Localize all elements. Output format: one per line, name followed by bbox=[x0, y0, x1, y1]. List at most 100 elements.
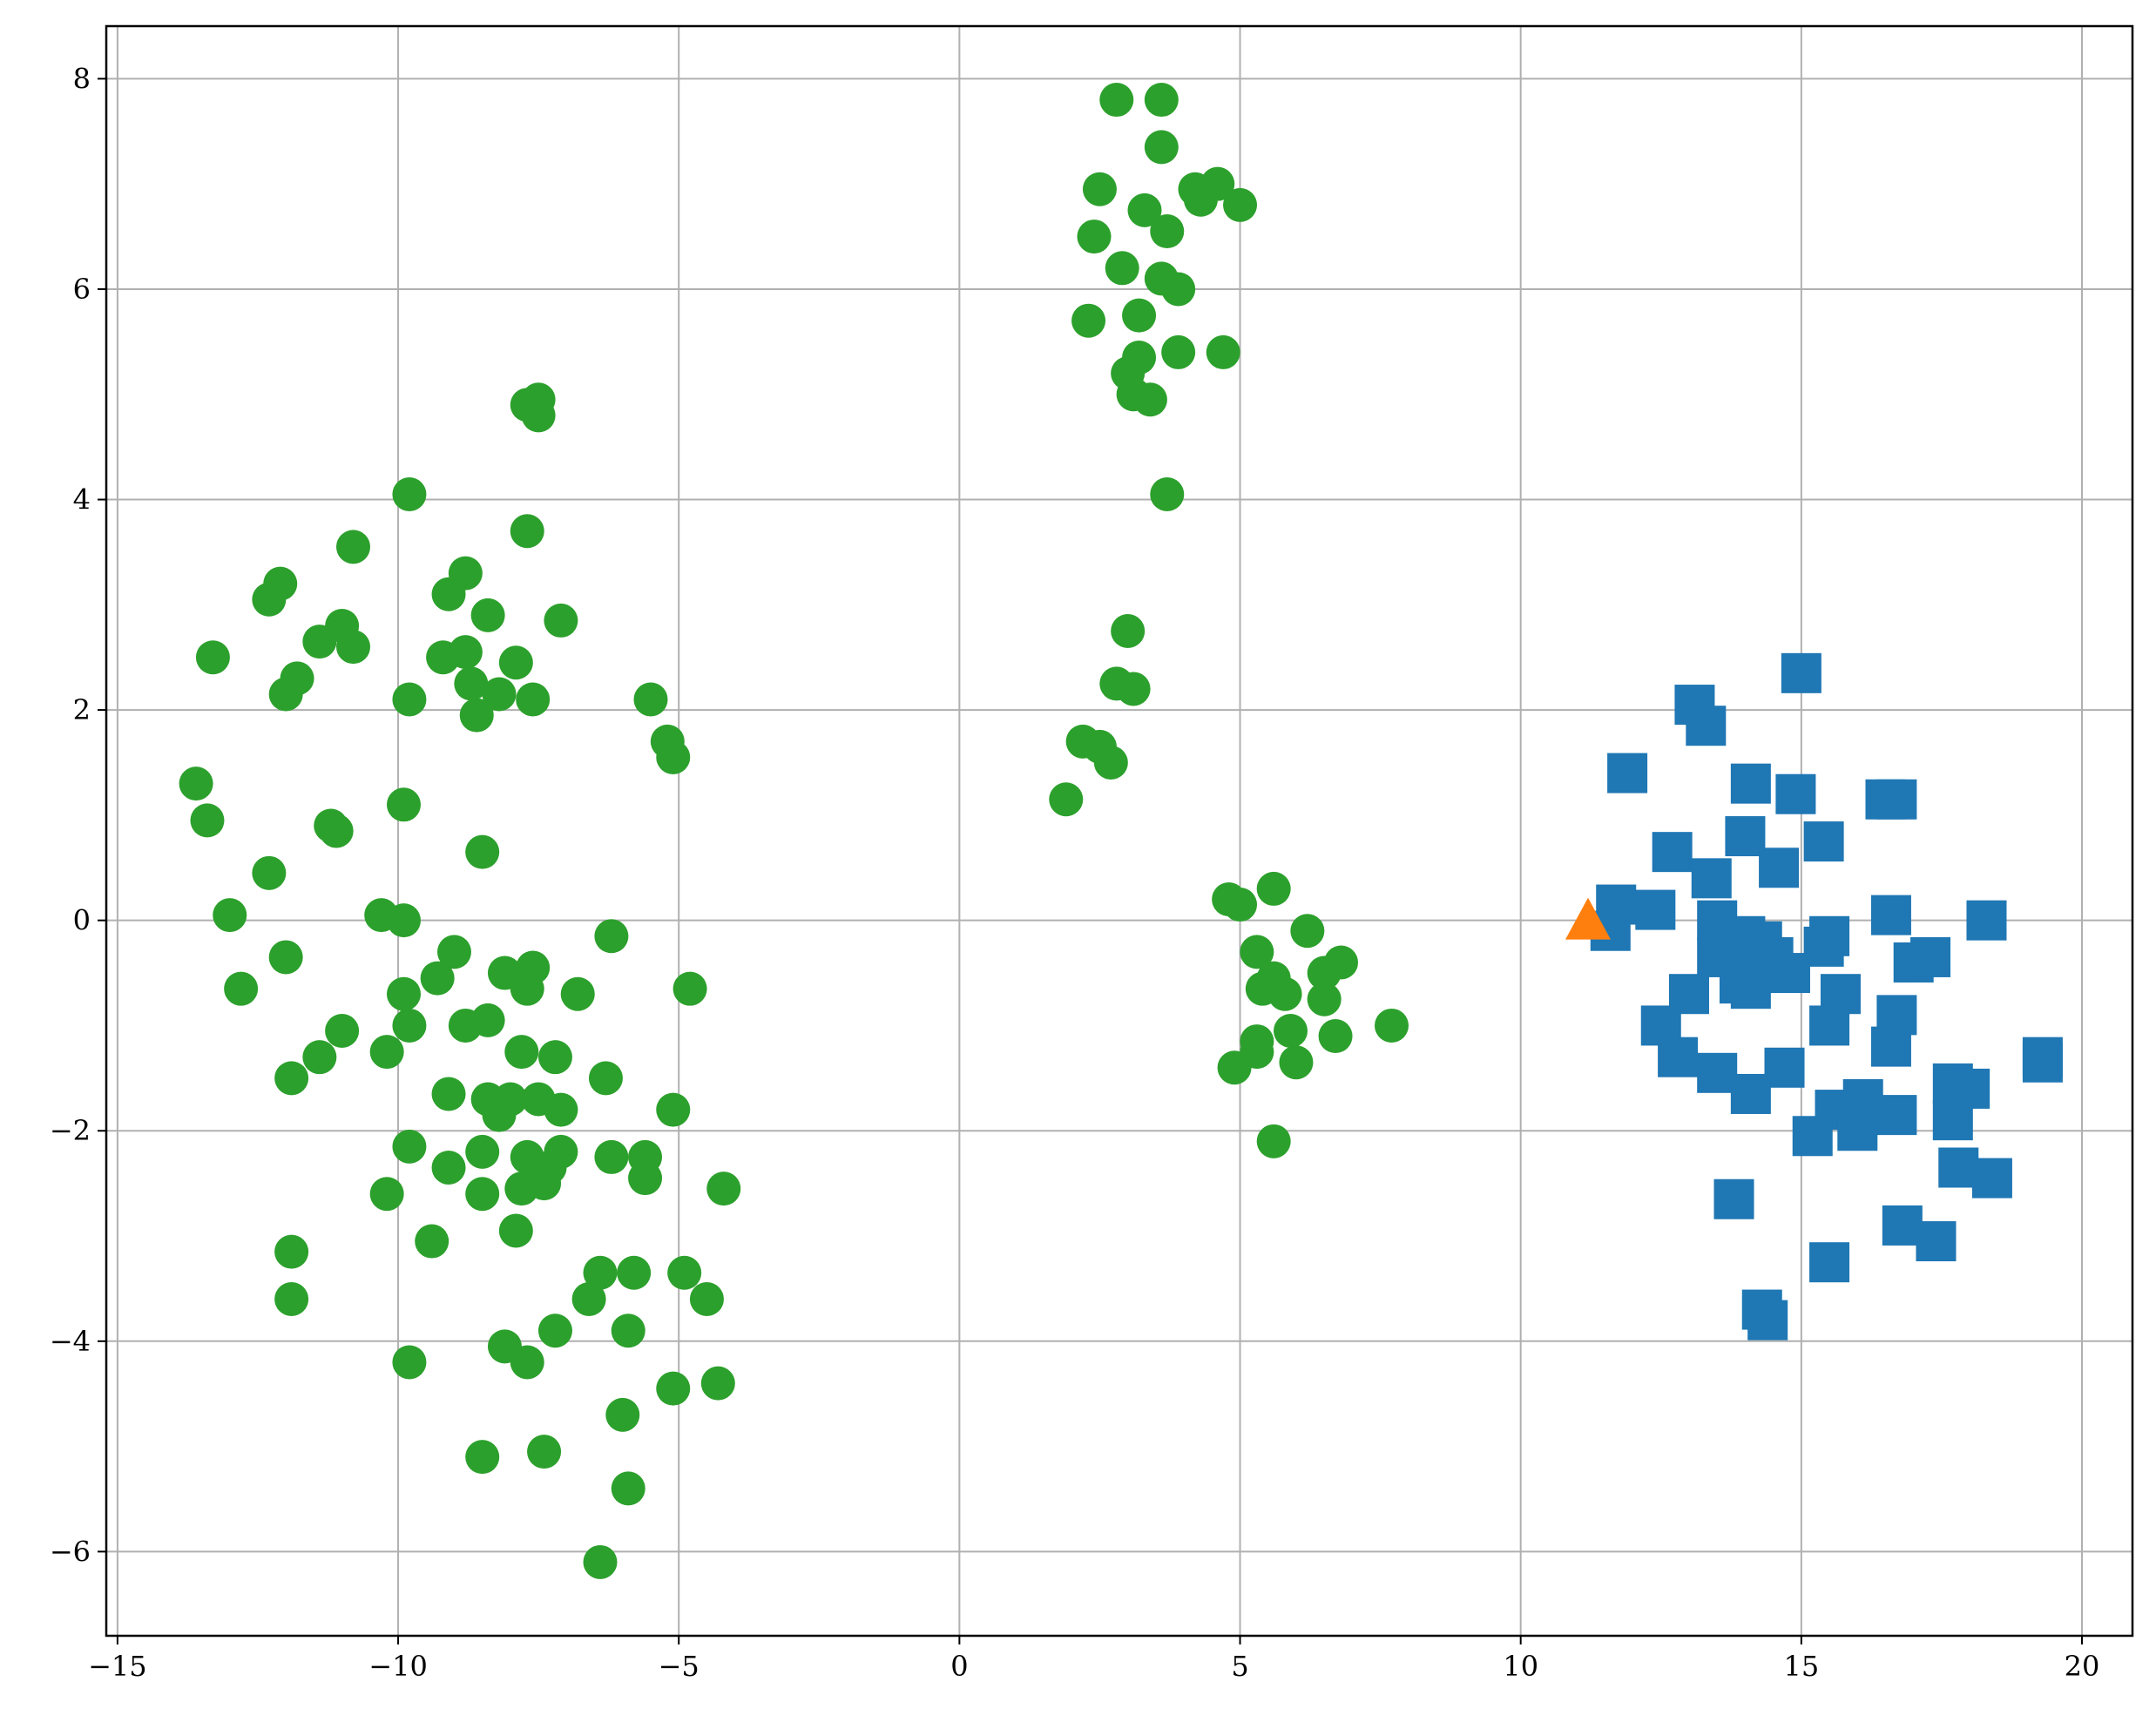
data-point-circle bbox=[1105, 251, 1139, 286]
data-point-circle bbox=[617, 1255, 652, 1290]
data-point-circle bbox=[369, 1035, 404, 1070]
data-point-triangle bbox=[1565, 897, 1612, 940]
data-point-circle bbox=[268, 677, 303, 712]
data-point-circle bbox=[195, 640, 230, 675]
data-point-circle bbox=[1240, 935, 1274, 969]
data-point-square bbox=[1809, 1242, 1850, 1283]
data-point-circle bbox=[1307, 982, 1342, 1016]
data-point-circle bbox=[706, 1172, 741, 1206]
y-tick-label: 4 bbox=[73, 483, 91, 517]
data-point-circle bbox=[392, 476, 427, 511]
data-point-circle bbox=[465, 1440, 500, 1475]
data-point-square bbox=[1686, 706, 1727, 746]
data-point-circle bbox=[1267, 976, 1302, 1011]
data-point-circle bbox=[583, 1544, 618, 1579]
y-tick-label: 2 bbox=[73, 693, 91, 726]
x-axis: −15 −10 −5 0 5 10 15 20 bbox=[88, 1636, 2099, 1683]
data-point-circle bbox=[1127, 192, 1162, 227]
data-point-square bbox=[1932, 1100, 1973, 1141]
data-point-circle bbox=[190, 803, 225, 838]
data-point-circle bbox=[1290, 914, 1325, 949]
data-point-circle bbox=[1099, 83, 1134, 118]
data-point-square bbox=[1870, 895, 1911, 935]
data-point-circle bbox=[628, 1161, 663, 1196]
triangle-series bbox=[1565, 897, 1612, 940]
y-tick-label: 0 bbox=[73, 904, 91, 937]
data-point-circle bbox=[470, 598, 505, 632]
data-point-circle bbox=[302, 1040, 337, 1075]
data-point-circle bbox=[1217, 1050, 1252, 1085]
data-point-circle bbox=[656, 739, 691, 774]
data-point-square bbox=[1769, 953, 1810, 994]
data-point-square bbox=[1916, 1221, 1957, 1262]
data-point-circle bbox=[482, 677, 517, 712]
data-point-square bbox=[1876, 1095, 1917, 1136]
data-point-circle bbox=[386, 787, 421, 822]
data-point-circle bbox=[1132, 382, 1167, 417]
data-point-circle bbox=[302, 625, 337, 659]
data-point-square bbox=[1759, 847, 1800, 888]
data-point-circle bbox=[252, 855, 287, 890]
data-point-circle bbox=[436, 935, 471, 969]
data-point-square bbox=[1697, 1052, 1738, 1093]
y-tick-label: −4 bbox=[50, 1325, 91, 1358]
data-point-square bbox=[1966, 900, 2007, 941]
data-point-circle bbox=[224, 971, 259, 1006]
data-point-circle bbox=[1256, 1124, 1291, 1158]
data-point-circle bbox=[1318, 1019, 1353, 1054]
data-point-square bbox=[1730, 1073, 1771, 1114]
data-point-circle bbox=[498, 645, 533, 680]
data-point-square bbox=[1730, 763, 1771, 804]
x-tick-label: 15 bbox=[1783, 1650, 1819, 1683]
data-point-circle bbox=[1116, 672, 1151, 706]
x-tick-label: −5 bbox=[659, 1650, 700, 1683]
data-point-circle bbox=[268, 940, 303, 975]
data-point-circle bbox=[700, 1366, 735, 1401]
data-point-circle bbox=[459, 698, 494, 733]
data-point-circle bbox=[252, 582, 287, 617]
data-point-circle bbox=[213, 898, 247, 933]
x-tick-label: −10 bbox=[368, 1650, 428, 1683]
data-point-square bbox=[1876, 779, 1917, 820]
data-point-circle bbox=[504, 1035, 539, 1070]
data-point-square bbox=[1713, 1178, 1754, 1219]
data-point-square bbox=[1691, 858, 1732, 899]
y-tick-label: −2 bbox=[50, 1114, 91, 1147]
circle-series bbox=[179, 83, 1409, 1579]
data-point-circle bbox=[504, 1172, 539, 1206]
data-point-circle bbox=[510, 971, 544, 1006]
data-point-circle bbox=[1223, 187, 1258, 222]
data-point-circle bbox=[431, 1151, 466, 1185]
data-point-circle bbox=[465, 1134, 500, 1169]
data-point-circle bbox=[656, 1092, 691, 1127]
data-point-circle bbox=[426, 640, 461, 675]
y-tick-label: 8 bbox=[73, 62, 91, 95]
data-point-square bbox=[1837, 1111, 1878, 1151]
data-point-square bbox=[1635, 889, 1676, 930]
data-point-square bbox=[2022, 1042, 2063, 1083]
data-point-circle bbox=[386, 976, 421, 1011]
data-point-circle bbox=[1161, 334, 1196, 369]
data-point-square bbox=[1809, 1005, 1850, 1046]
data-point-square bbox=[1658, 1037, 1699, 1077]
data-point-circle bbox=[560, 976, 595, 1011]
data-point-circle bbox=[1093, 745, 1128, 780]
data-point-circle bbox=[1183, 182, 1218, 217]
y-tick-label: 6 bbox=[73, 273, 91, 306]
data-point-circle bbox=[369, 1177, 404, 1212]
data-point-circle bbox=[498, 1213, 533, 1248]
data-point-square bbox=[1730, 969, 1771, 1010]
data-point-circle bbox=[1161, 272, 1196, 307]
x-tick-label: 20 bbox=[2065, 1650, 2100, 1683]
x-tick-label: 5 bbox=[1231, 1650, 1248, 1683]
data-point-circle bbox=[527, 1435, 562, 1469]
data-point-circle bbox=[392, 682, 427, 717]
data-point-circle bbox=[465, 1177, 500, 1212]
data-point-square bbox=[1725, 816, 1766, 857]
data-point-circle bbox=[1111, 614, 1146, 649]
data-point-circle bbox=[1144, 130, 1179, 165]
data-point-circle bbox=[516, 682, 551, 717]
data-point-circle bbox=[1274, 1013, 1308, 1048]
data-point-square bbox=[1792, 1116, 1833, 1157]
